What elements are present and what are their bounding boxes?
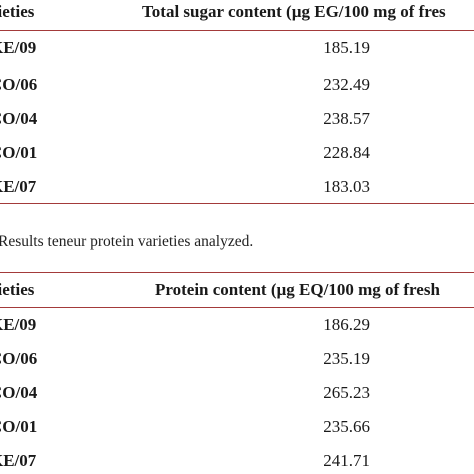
table2-header-varieties: rieties (0, 280, 35, 299)
table2-caption: Results teneur protein varieties analyze… (0, 233, 254, 250)
table2-top-rule (0, 272, 474, 273)
table1-row-variety: CO/01 (0, 143, 38, 162)
table1-header-sugar-content: Total sugar content (µg EG/100 mg of fre… (142, 2, 446, 21)
table2-row-variety: KE/07 (0, 451, 37, 470)
table1-row-value: 183.03 (323, 177, 370, 196)
table1-row-value: 185.19 (323, 38, 370, 57)
table2-row-value: 235.66 (323, 417, 370, 436)
table1-row-variety: KE/07 (0, 177, 37, 196)
table2-row-value: 186.29 (323, 315, 370, 334)
table2-header-rule (0, 307, 474, 308)
table1-header-varieties: rieties (0, 2, 35, 21)
table1-row-variety: KE/09 (0, 38, 37, 57)
table1-header-rule (0, 30, 474, 31)
table1-row-value: 232.49 (323, 75, 370, 94)
table1-row-value: 228.84 (323, 143, 370, 162)
table2-row-variety: CO/01 (0, 417, 38, 436)
table2-header-protein-content: Protein content (µg EQ/100 mg of fresh (155, 280, 440, 299)
table1-row-variety: CO/06 (0, 75, 38, 94)
table2-row-value: 235.19 (323, 349, 370, 368)
table2-row-value: 265.23 (323, 383, 370, 402)
table2-row-variety: CO/06 (0, 349, 38, 368)
table2-row-value: 241.71 (323, 451, 370, 470)
table1-row-value: 238.57 (323, 109, 370, 128)
table1-row-variety: CO/04 (0, 109, 38, 128)
table2-row-variety: KE/09 (0, 315, 37, 334)
table1-bottom-rule (0, 203, 474, 204)
table2-row-variety: CO/04 (0, 383, 38, 402)
